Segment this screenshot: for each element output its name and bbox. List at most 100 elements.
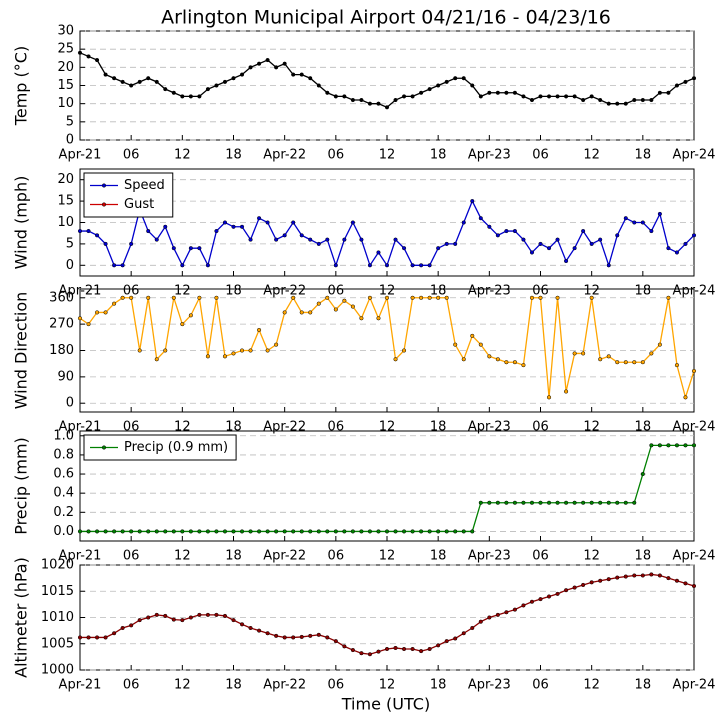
data-point [453,76,458,81]
data-point [342,298,347,303]
data-point [359,237,364,242]
data-point [299,72,304,77]
x-tick-label: 06 [123,549,140,564]
data-point [214,83,219,88]
data-point [691,368,697,374]
data-point [521,237,526,242]
data-point [674,363,679,368]
data-point [640,471,645,477]
y-tick-label: 15 [57,194,74,209]
data-point [120,79,125,84]
data-point [666,90,671,95]
data-point [248,237,253,242]
data-point [282,310,287,315]
data-point [657,342,662,347]
data-point [129,295,134,300]
legend: Precip (0.9 mm) [83,434,237,461]
data-point [691,76,697,81]
data-point [367,652,372,657]
data-point [487,224,492,229]
y-tick-label: 0.4 [53,486,74,501]
data-point [470,199,475,204]
data-point [367,295,372,300]
y-axis-label: Wind Direction [12,292,31,410]
data-point [555,500,560,505]
data-point [163,87,168,92]
x-tick-label: 12 [174,284,191,299]
data-point [461,76,466,81]
data-point [538,94,543,99]
data-point [564,389,569,394]
data-point [325,529,330,534]
data-point [291,220,296,225]
data-point [640,97,645,103]
x-tick-label: 06 [123,678,140,693]
y-axis-label: Precip (mm) [12,437,31,535]
x-tick-label: 18 [225,420,242,435]
data-point [598,357,603,362]
data-point [257,628,262,633]
data-point [359,529,364,534]
y-tick-label: 20 [57,172,74,187]
data-point [657,443,662,448]
data-point [478,94,483,99]
data-point [257,61,262,66]
data-point [444,295,449,300]
y-tick-label: 1010 [41,610,74,625]
data-point [163,224,168,229]
data-point [257,529,262,534]
data-point [615,101,620,106]
data-point [120,625,125,631]
data-point [504,500,509,505]
data-point [453,241,458,246]
x-tick-label: 12 [174,420,191,435]
data-point [529,250,535,255]
data-point [299,529,304,534]
data-point [640,573,645,578]
data-point [239,529,245,534]
data-point [77,229,83,234]
data-point [350,529,355,534]
data-point [299,310,304,315]
x-tick-label: 18 [225,284,242,299]
data-point [308,237,313,242]
y-tick-label: 90 [57,369,74,384]
data-point [188,529,193,534]
data-point [436,295,441,300]
data-point [154,237,159,242]
data-point [427,529,432,534]
x-tick-label: 18 [430,678,447,693]
data-point [402,348,407,353]
data-point [129,623,134,628]
data-point [231,76,236,81]
data-point [538,295,543,300]
data-point [581,97,586,103]
data-point [86,529,91,534]
x-tick-label: 06 [532,549,549,564]
data-point [581,500,586,505]
data-point [205,529,210,534]
data-point [248,348,253,353]
data-point [666,576,671,581]
data-point [674,83,679,88]
data-point [581,351,586,356]
data-point [333,307,338,312]
data-point [674,443,679,448]
x-tick-label: Apr-21 [59,148,102,163]
x-tick-label: 12 [174,678,191,693]
data-point [487,615,492,620]
data-point [291,295,296,300]
legend-label: Gust [124,197,154,212]
data-point [691,443,697,448]
data-point [248,625,253,631]
data-point [154,612,159,617]
x-tick-label: Apr-22 [263,148,306,163]
data-point [308,633,313,638]
data-point [171,617,176,622]
data-point [180,618,185,623]
data-point [564,258,569,264]
y-tick-label: 5 [66,114,74,129]
data-point [444,79,449,84]
data-point [325,295,330,300]
data-point [112,76,117,81]
